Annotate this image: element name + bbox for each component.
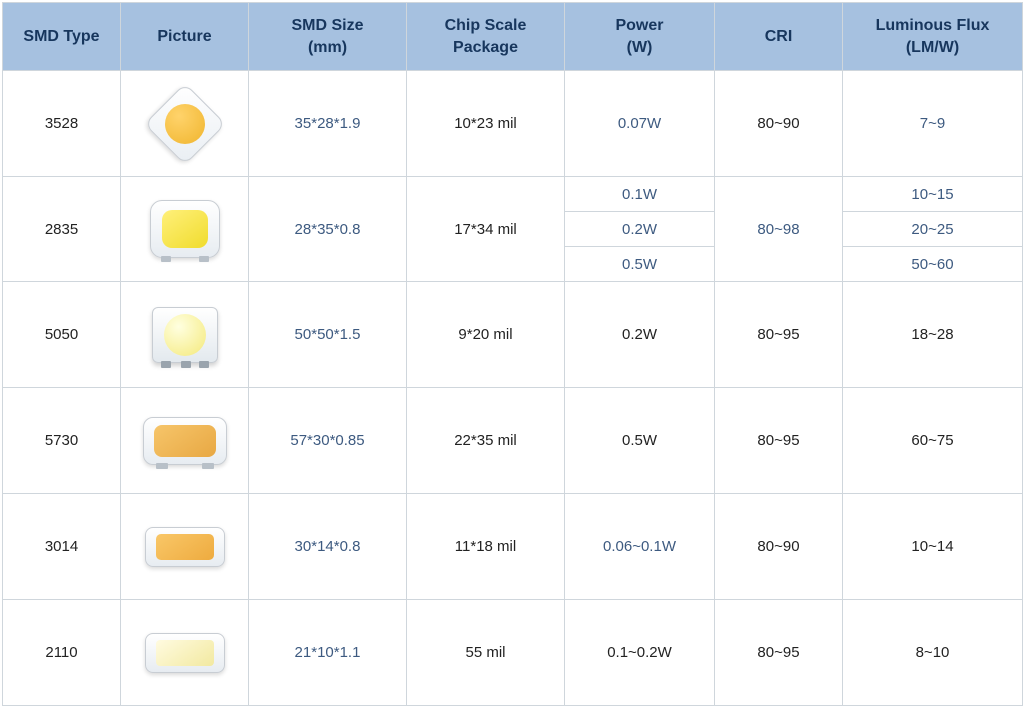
cell-cri: 80~95 <box>715 600 843 706</box>
cell-cri: 80~90 <box>715 71 843 177</box>
cell-power: 0.5W <box>565 247 715 282</box>
cell-power: 0.07W <box>565 71 715 177</box>
cell-power: 0.1W <box>565 177 715 212</box>
cell-chip: 22*35 mil <box>407 388 565 494</box>
cell-flux: 7~9 <box>843 71 1023 177</box>
cell-type: 5730 <box>3 388 121 494</box>
cell-chip: 9*20 mil <box>407 282 565 388</box>
cell-cri: 80~98 <box>715 177 843 282</box>
cell-picture <box>121 282 249 388</box>
cell-flux: 50~60 <box>843 247 1023 282</box>
cell-power: 0.5W <box>565 388 715 494</box>
cell-flux: 8~10 <box>843 600 1023 706</box>
led-3014-icon <box>142 511 228 583</box>
cell-picture <box>121 600 249 706</box>
cell-flux: 20~25 <box>843 212 1023 247</box>
cell-size: 50*50*1.5 <box>249 282 407 388</box>
cell-size: 21*10*1.1 <box>249 600 407 706</box>
cell-cri: 80~95 <box>715 282 843 388</box>
cell-flux: 10~15 <box>843 177 1023 212</box>
table-row: 2835 28*35*0.8 17*34 mil 0.1W 80~98 10~1… <box>3 177 1023 212</box>
table-row: 3528 35*28*1.9 10*23 mil 0.07W 80~90 7~9 <box>3 71 1023 177</box>
col-smd-size: SMD Size(mm) <box>249 3 407 71</box>
cell-size: 28*35*0.8 <box>249 177 407 282</box>
cell-flux: 10~14 <box>843 494 1023 600</box>
cell-power: 0.2W <box>565 212 715 247</box>
cell-picture <box>121 388 249 494</box>
cell-chip: 11*18 mil <box>407 494 565 600</box>
cell-type: 3014 <box>3 494 121 600</box>
cell-cri: 80~95 <box>715 388 843 494</box>
cell-chip: 17*34 mil <box>407 177 565 282</box>
table-row: 5050 50*50*1.5 9*20 mil 0.2W 80~95 18~28 <box>3 282 1023 388</box>
cell-size: 30*14*0.8 <box>249 494 407 600</box>
cell-power: 0.2W <box>565 282 715 388</box>
led-2835-icon <box>142 193 228 265</box>
col-luminous-flux: Luminous Flux(LM/W) <box>843 3 1023 71</box>
led-5730-icon <box>142 405 228 477</box>
smd-spec-table: SMD Type Picture SMD Size(mm) Chip Scale… <box>2 2 1023 706</box>
cell-power: 0.1~0.2W <box>565 600 715 706</box>
cell-flux: 60~75 <box>843 388 1023 494</box>
cell-picture <box>121 494 249 600</box>
led-2110-icon <box>142 617 228 689</box>
cell-type: 3528 <box>3 71 121 177</box>
col-chip-scale: Chip ScalePackage <box>407 3 565 71</box>
table-row: 3014 30*14*0.8 11*18 mil 0.06~0.1W 80~90… <box>3 494 1023 600</box>
led-5050-icon <box>142 299 228 371</box>
col-smd-type: SMD Type <box>3 3 121 71</box>
col-cri: CRI <box>715 3 843 71</box>
cell-picture <box>121 177 249 282</box>
cell-type: 2835 <box>3 177 121 282</box>
cell-power: 0.06~0.1W <box>565 494 715 600</box>
table-row: 5730 57*30*0.85 22*35 mil 0.5W 80~95 60~… <box>3 388 1023 494</box>
cell-flux: 18~28 <box>843 282 1023 388</box>
led-3528-icon <box>142 88 228 160</box>
col-power: Power(W) <box>565 3 715 71</box>
cell-chip: 10*23 mil <box>407 71 565 177</box>
col-picture: Picture <box>121 3 249 71</box>
table-header: SMD Type Picture SMD Size(mm) Chip Scale… <box>3 3 1023 71</box>
table-body: 3528 35*28*1.9 10*23 mil 0.07W 80~90 7~9… <box>3 71 1023 706</box>
cell-type: 5050 <box>3 282 121 388</box>
cell-chip: 55 mil <box>407 600 565 706</box>
cell-picture <box>121 71 249 177</box>
cell-type: 2110 <box>3 600 121 706</box>
cell-cri: 80~90 <box>715 494 843 600</box>
cell-size: 57*30*0.85 <box>249 388 407 494</box>
cell-size: 35*28*1.9 <box>249 71 407 177</box>
table-row: 2110 21*10*1.1 55 mil 0.1~0.2W 80~95 8~1… <box>3 600 1023 706</box>
